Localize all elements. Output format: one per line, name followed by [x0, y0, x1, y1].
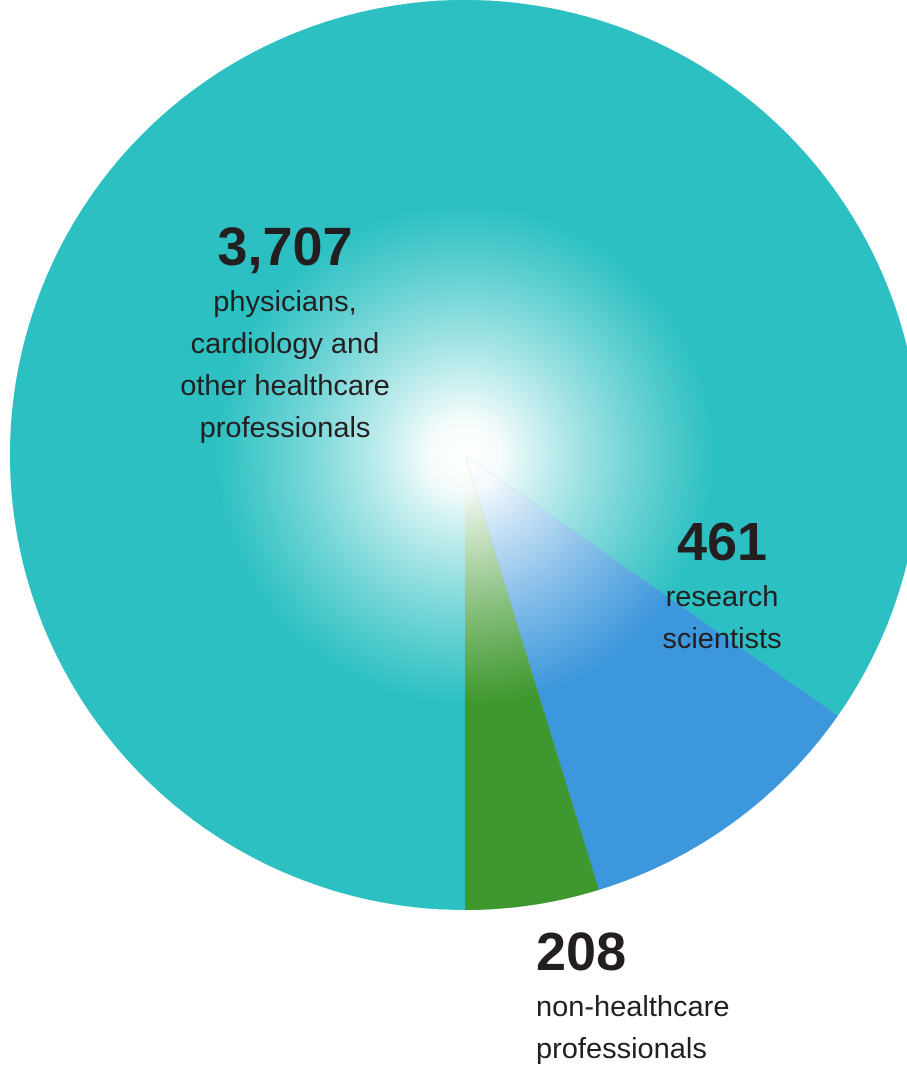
slice-label-research: 461 research scientists: [662, 512, 781, 655]
data-label-desc-physicians-line-1: cardiology and: [191, 328, 380, 360]
pie-slice-research: [465, 455, 838, 890]
data-label-desc-nonhealthcare-line-0: non-healthcare: [536, 991, 729, 1023]
slice-label-physicians: 3,707 physicians, cardiology and other heal…: [180, 217, 390, 444]
slices-layer: [10, 0, 907, 910]
data-label-desc-physicians-line-3: professionals: [200, 412, 371, 444]
data-label-desc-research-line-0: research: [666, 581, 779, 613]
data-label-value-physicians: 3,707: [217, 217, 352, 277]
pie-slice-physicians: [10, 0, 907, 910]
data-label-desc-nonhealthcare-line-1: professionals: [536, 1033, 707, 1065]
slice-label-nonhealthcare: 208 non-healthcare professionals: [536, 922, 729, 1065]
data-label-desc-physicians-line-2: other healthcare: [180, 370, 390, 402]
data-label-desc-physicians-line-0: physicians,: [213, 286, 356, 318]
data-label-value-nonhealthcare: 208: [536, 922, 626, 982]
data-label-desc-research-line-1: scientists: [662, 623, 781, 655]
labels-layer: 3,707 physicians, cardiology and other heal…: [180, 217, 781, 1065]
data-label-value-research: 461: [677, 512, 767, 572]
pie-slice-nonhealthcare: [465, 455, 599, 910]
